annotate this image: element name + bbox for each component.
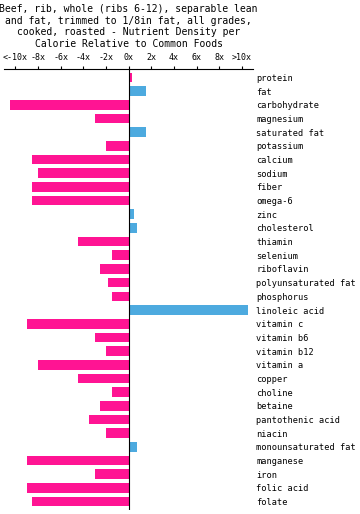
Bar xyxy=(100,401,129,411)
Bar xyxy=(106,346,129,356)
Bar xyxy=(129,442,137,452)
Bar xyxy=(95,333,129,342)
Title: Beef, rib, whole (ribs 6-12), separable lean
and fat, trimmed to 1/8in fat, all : Beef, rib, whole (ribs 6-12), separable … xyxy=(0,4,258,49)
Bar xyxy=(112,250,129,260)
Bar xyxy=(95,469,129,479)
Bar xyxy=(89,415,129,424)
Bar xyxy=(32,182,129,192)
Bar xyxy=(129,209,134,219)
Bar xyxy=(106,428,129,438)
Bar xyxy=(32,497,129,506)
Bar xyxy=(27,456,129,465)
Bar xyxy=(27,483,129,493)
Bar xyxy=(112,291,129,301)
Bar xyxy=(95,114,129,123)
Bar xyxy=(108,278,129,287)
Bar xyxy=(27,319,129,328)
Bar xyxy=(32,196,129,205)
Bar xyxy=(38,360,129,370)
Bar xyxy=(129,86,146,96)
Bar xyxy=(129,223,137,233)
Bar xyxy=(38,169,129,178)
Bar xyxy=(78,374,129,383)
Bar xyxy=(78,237,129,246)
Bar xyxy=(100,264,129,274)
Bar xyxy=(129,305,248,315)
Bar xyxy=(106,141,129,151)
Bar xyxy=(112,388,129,397)
Bar xyxy=(129,72,132,82)
Bar xyxy=(129,127,146,137)
Bar xyxy=(10,100,129,109)
Bar xyxy=(32,155,129,164)
